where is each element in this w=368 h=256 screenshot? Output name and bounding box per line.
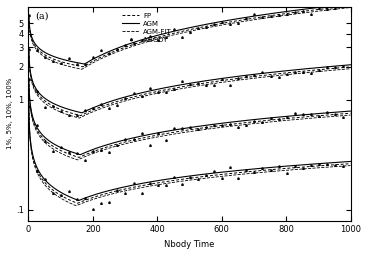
Legend: FP, AGM, AGM-FIT, NBODY: FP, AGM, AGM-FIT, NBODY xyxy=(122,13,172,43)
Text: (a): (a) xyxy=(35,11,49,20)
X-axis label: Nbody Time: Nbody Time xyxy=(164,240,215,249)
Y-axis label: 1%, 5%, 10%, 100%: 1%, 5%, 10%, 100% xyxy=(7,78,13,150)
